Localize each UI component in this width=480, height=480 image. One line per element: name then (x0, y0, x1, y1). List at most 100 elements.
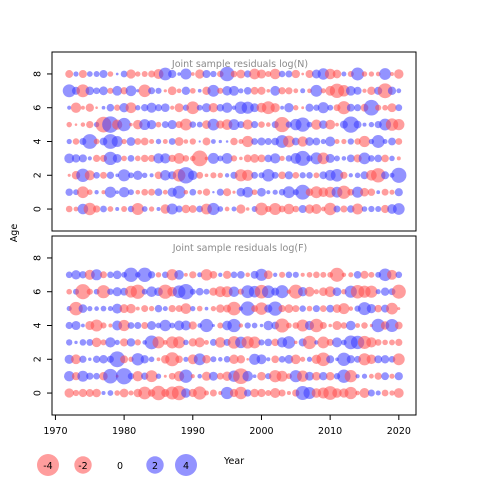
residual-bubble (93, 171, 100, 179)
y-tick-label: 0 (33, 390, 44, 396)
residual-bubble (316, 352, 331, 367)
residual-bubble (142, 172, 148, 178)
residual-bubble (170, 105, 175, 110)
residual-bubble (309, 318, 324, 333)
residual-bubble (178, 283, 194, 300)
residual-bubble (158, 67, 172, 81)
residual-bubble (368, 271, 375, 278)
residual-bubble (290, 354, 301, 365)
residual-bubble (120, 355, 129, 364)
residual-bubble (209, 270, 218, 279)
residual-bubble (131, 202, 144, 216)
residual-bubble (141, 206, 148, 212)
residual-bubble (132, 371, 143, 382)
residual-bubble (65, 188, 73, 196)
residual-bubble (156, 207, 161, 211)
residual-bubble (134, 155, 141, 162)
residual-bubble (374, 355, 383, 364)
residual-bubble (65, 205, 73, 213)
residual-bubble (71, 270, 81, 280)
residual-bubble (73, 206, 79, 212)
residual-bubble (348, 173, 353, 178)
residual-bubble (358, 302, 371, 316)
residual-bubble (380, 287, 390, 296)
residual-bubble (217, 172, 223, 178)
legend-title: Year (223, 456, 244, 467)
residual-bubble (389, 189, 395, 195)
residual-bubble (107, 206, 114, 212)
residual-bubble (395, 138, 403, 145)
residual-bubble (256, 69, 267, 79)
residual-bubble (230, 137, 238, 146)
residual-bubble (228, 119, 240, 131)
residual-bubble (245, 272, 250, 278)
residual-bubble (387, 86, 397, 95)
residual-bubble (107, 87, 114, 94)
residual-bubble (366, 303, 377, 314)
residual-bubble (212, 190, 215, 194)
residual-bubble (176, 88, 182, 94)
legend-label: 2 (152, 461, 158, 472)
residual-bubble (66, 288, 73, 295)
residual-bubble (191, 150, 208, 167)
residual-bubble (93, 87, 100, 95)
residual-bubble (123, 267, 139, 282)
residual-bubble (197, 189, 203, 195)
residual-bubble (85, 86, 95, 96)
residual-bubble (104, 186, 117, 198)
residual-bubble (231, 206, 237, 212)
residual-bubble (371, 318, 385, 333)
residual-bubble (326, 338, 334, 346)
residual-bubble (216, 304, 225, 313)
residual-bubble (257, 187, 266, 197)
residual-bubble (288, 284, 303, 299)
residual-bubble (367, 86, 376, 96)
residual-bubble (174, 103, 184, 113)
residual-bubble (209, 338, 217, 346)
residual-bubble (291, 69, 300, 79)
residual-bubble (210, 139, 216, 144)
residual-bubble (88, 357, 92, 362)
residual-bubble (140, 154, 149, 163)
residual-bubble (147, 271, 156, 279)
residual-bubble (346, 355, 355, 364)
residual-bubble (100, 339, 107, 346)
residual-bubble (128, 390, 134, 396)
residual-bubble (107, 71, 114, 77)
residual-bubble (207, 202, 220, 216)
residual-bubble (275, 318, 290, 333)
residual-bubble (107, 271, 114, 279)
legend-bubble (146, 456, 164, 474)
residual-bubble (100, 322, 107, 329)
residual-bubble (138, 386, 152, 400)
residual-bubble (278, 389, 286, 397)
residual-bubble (381, 188, 389, 196)
residual-bubble (71, 354, 81, 365)
residual-bubble (325, 136, 336, 147)
residual-bubble (196, 121, 203, 128)
bubbles-logN (62, 66, 407, 216)
residual-bubble (193, 386, 207, 400)
residual-bubble (361, 71, 368, 77)
residual-bubble (86, 71, 93, 77)
residual-bubble (147, 321, 157, 330)
residual-bubble (340, 322, 348, 329)
residual-bubble (183, 189, 189, 195)
residual-bubble (380, 355, 390, 364)
y-tick-label: 0 (33, 206, 44, 212)
residual-bubble (278, 355, 286, 363)
residual-bubble (135, 306, 140, 311)
residual-bubble (99, 271, 108, 279)
residual-bubble (146, 119, 157, 130)
residual-bubble (283, 135, 295, 148)
residual-bubble (396, 156, 401, 161)
residual-bubble (395, 271, 403, 279)
residual-bubble (78, 70, 87, 78)
residual-bubble (341, 71, 347, 77)
panel-logF: Joint sample residuals log(F) 0 2 4 6 8 (33, 235, 417, 416)
residual-bubble (93, 372, 100, 380)
residual-bubble (155, 121, 162, 128)
residual-bubble (85, 103, 94, 112)
residual-bubble (79, 355, 87, 363)
residual-bubble (148, 154, 156, 162)
